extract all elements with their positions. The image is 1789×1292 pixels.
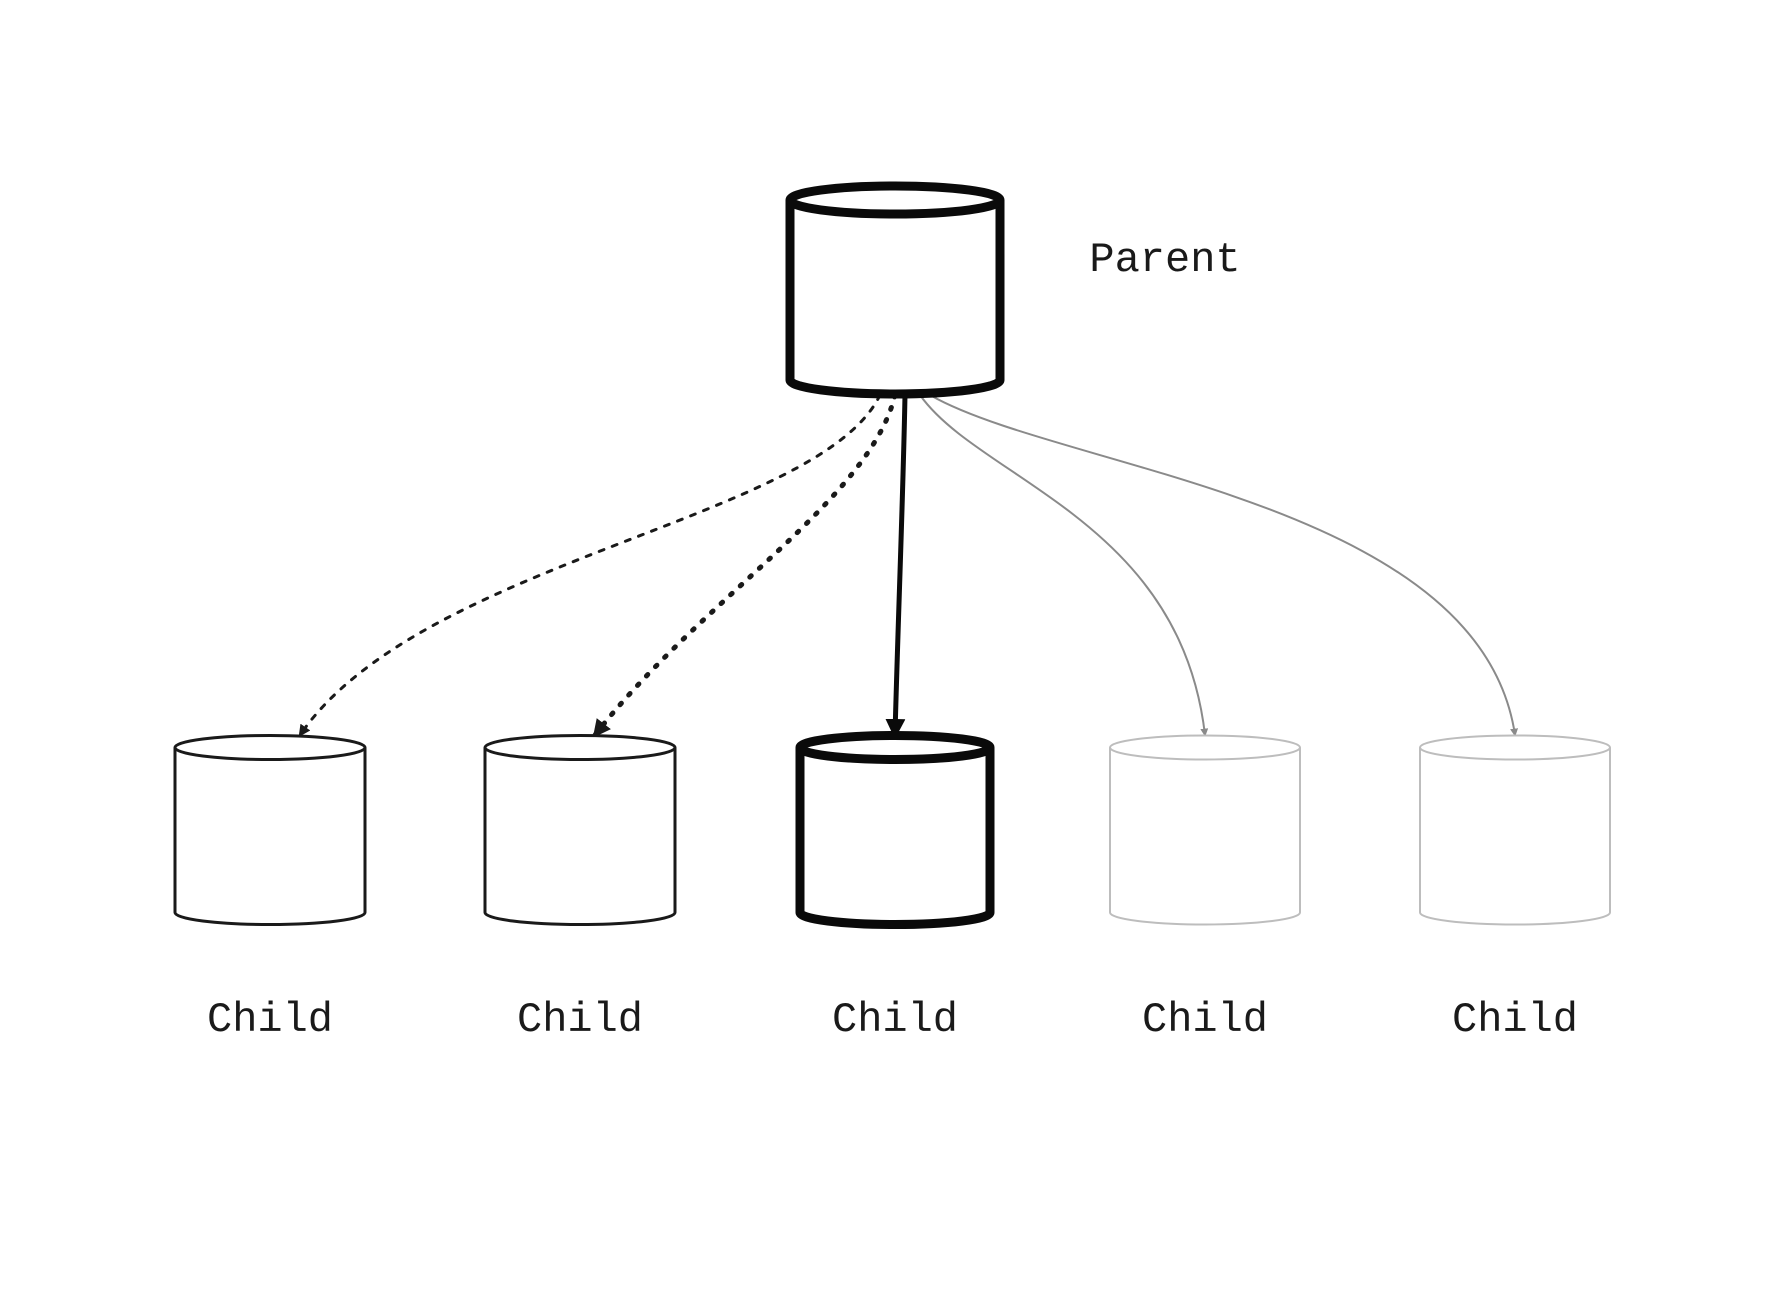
cylinder-body-icon bbox=[800, 748, 990, 925]
node-child3: Child bbox=[800, 736, 990, 1045]
edge-parent-child5 bbox=[930, 395, 1515, 735]
node-parent: Parent bbox=[790, 186, 1241, 394]
diagram-canvas: Parent Child Child Child Child Child bbox=[0, 0, 1789, 1292]
node-label-child3: Child bbox=[832, 996, 958, 1044]
edge-parent-child1 bbox=[300, 395, 880, 735]
cylinder-lid-icon bbox=[485, 736, 675, 760]
nodes-group: Parent Child Child Child Child Child bbox=[175, 186, 1610, 1044]
node-label-child1: Child bbox=[207, 996, 333, 1044]
cylinder-body-icon bbox=[790, 200, 1000, 394]
edges-group bbox=[300, 395, 1515, 735]
node-label-child2: Child bbox=[517, 996, 643, 1044]
node-label-child4: Child bbox=[1142, 996, 1268, 1044]
node-child1: Child bbox=[175, 736, 365, 1045]
node-child4: Child bbox=[1110, 736, 1300, 1045]
edge-parent-child4 bbox=[920, 395, 1205, 735]
cylinder-body-icon bbox=[485, 748, 675, 925]
node-child2: Child bbox=[485, 736, 675, 1045]
cylinder-body-icon bbox=[1110, 748, 1300, 925]
cylinder-lid-icon bbox=[790, 186, 1000, 214]
edge-parent-child3 bbox=[895, 395, 905, 735]
cylinder-lid-icon bbox=[1420, 736, 1610, 760]
cylinder-lid-icon bbox=[800, 736, 990, 760]
node-label-child5: Child bbox=[1452, 996, 1578, 1044]
cylinder-body-icon bbox=[1420, 748, 1610, 925]
cylinder-body-icon bbox=[175, 748, 365, 925]
cylinder-lid-icon bbox=[175, 736, 365, 760]
node-child5: Child bbox=[1420, 736, 1610, 1045]
edge-parent-child2 bbox=[595, 395, 895, 735]
cylinder-lid-icon bbox=[1110, 736, 1300, 760]
node-label-parent: Parent bbox=[1089, 236, 1240, 284]
